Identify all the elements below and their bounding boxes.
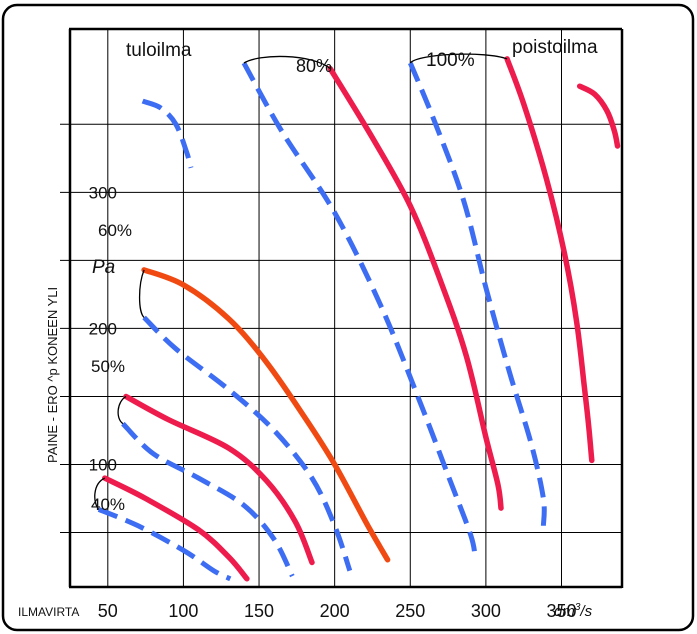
chart-border — [1, 3, 695, 632]
x-tick-label-150: 150 — [244, 601, 274, 621]
series-s50 — [121, 421, 295, 578]
label-60-percent: 60% — [98, 221, 132, 240]
series-e100 — [504, 56, 595, 464]
label-poistoilma: poistoilma — [512, 37, 598, 58]
series-e60 — [141, 267, 391, 563]
bracket-40 — [94, 477, 106, 510]
series-s100 — [407, 62, 547, 526]
bracket-60 — [138, 269, 145, 319]
series-e50 — [123, 393, 315, 566]
bracket-100 — [409, 53, 508, 64]
x-tick-label-50: 50 — [98, 601, 118, 621]
x-tick-label-250: 250 — [395, 601, 425, 621]
x-axis-unit: dm3/s — [554, 602, 593, 620]
plot-area — [97, 56, 621, 582]
y-tick-label-300: 300 — [89, 183, 117, 202]
x-tick-label-350: 350 — [546, 601, 576, 621]
y-axis-title: PAINE - ERO ^p KONEEN YLI — [45, 287, 60, 463]
bracket-50 — [117, 395, 127, 425]
x-tick-label-100: 100 — [168, 601, 198, 621]
x-tick-label-300: 300 — [471, 601, 501, 621]
x-tick-label-200: 200 — [320, 601, 350, 621]
x-unit-tail: /s — [579, 603, 592, 620]
series-s80 — [241, 61, 478, 561]
label-100-percent: 100% — [426, 50, 475, 71]
series-etop — [576, 83, 621, 149]
y-tick-label-200: 200 — [89, 319, 117, 338]
series-stop — [141, 98, 194, 169]
series-e40 — [102, 475, 250, 582]
y-unit-label: Pa — [92, 257, 115, 278]
label-80-percent: 80% — [296, 56, 332, 76]
label-tuloilma: tuloilma — [126, 40, 192, 61]
series-s40 — [97, 507, 232, 582]
axes-text: 50 100 150 200 250 300 350 100 200 300 — [89, 183, 577, 621]
y-tick-label-100: 100 — [89, 456, 117, 475]
bracket-80 — [243, 55, 331, 69]
series-s60 — [142, 315, 353, 572]
bracket-group — [94, 53, 508, 510]
x-axis-title: ILMAVIRTA — [18, 605, 79, 619]
x-unit-base: dm — [554, 603, 575, 620]
series-e80 — [327, 65, 504, 511]
x-unit-superscript: 3 — [575, 602, 581, 613]
label-50-percent: 50% — [91, 357, 125, 376]
grid — [60, 29, 622, 587]
label-40-percent: 40% — [91, 495, 125, 514]
